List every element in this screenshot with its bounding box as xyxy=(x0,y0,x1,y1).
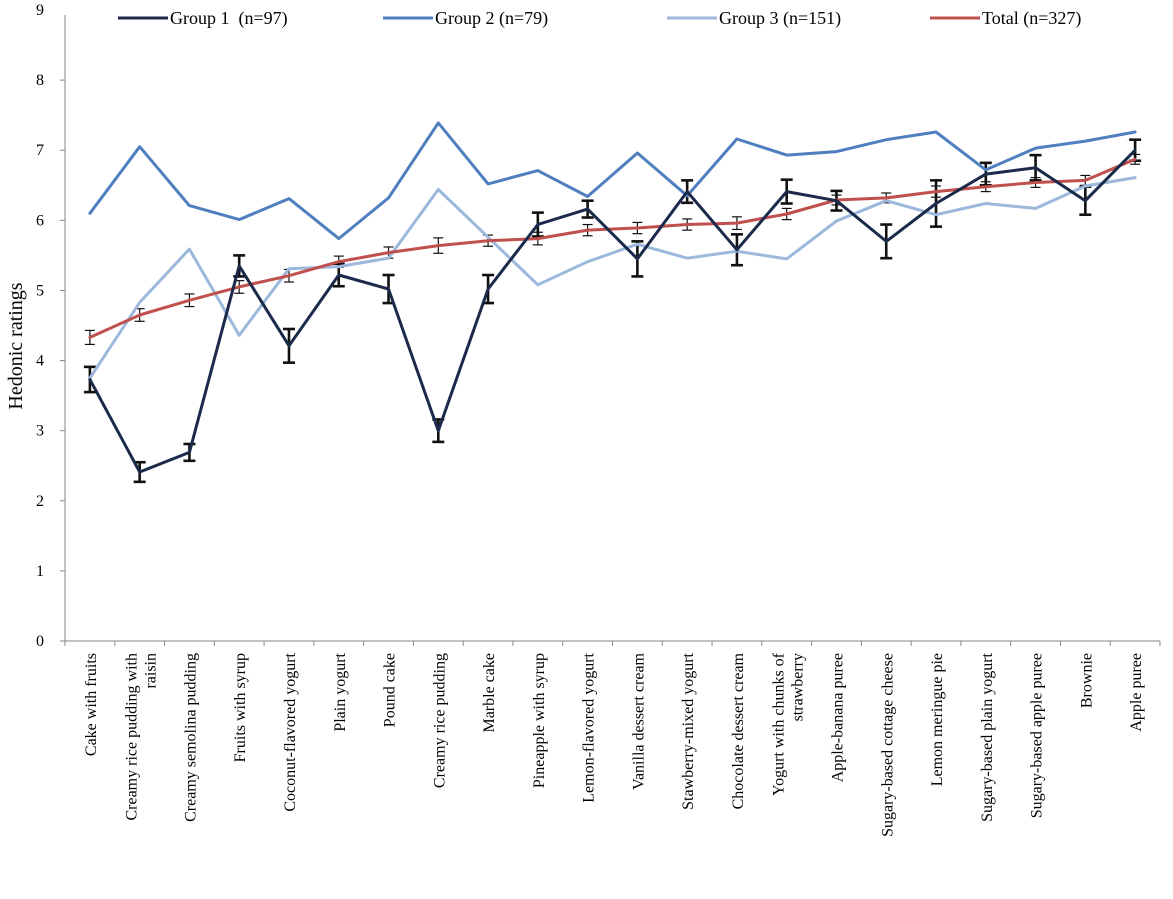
x-category-label-pound-cake: Pound cake xyxy=(382,653,399,727)
x-category-label-creamy-rice-pudding-with-raisin: Creamy rice pudding with xyxy=(124,653,141,821)
x-category-label-brownie: Brownie xyxy=(1078,653,1095,708)
legend-label-group-2-n-79: Group 2 (n=79) xyxy=(435,8,548,29)
x-category-label-fruits-with-syrup: Fruits with syrup xyxy=(232,653,249,762)
x-category-label-plain-yogurt: Plain yogurt xyxy=(332,652,349,731)
x-category-label-cake-with-fruits: Cake with fruits xyxy=(83,653,100,756)
legend-label-group-1-n-97: Group 1 (n=97) xyxy=(170,8,288,29)
y-tick-label: 7 xyxy=(36,142,44,159)
x-category-label-creamy-semolina-pudding: Creamy semolina pudding xyxy=(182,653,199,822)
x-axis-category-labels: Cake with fruits Creamy rice pudding with… xyxy=(83,652,1145,837)
y-axis-title: Hedonic ratings xyxy=(5,282,27,409)
series-line-group-3-n-151 xyxy=(88,176,1137,380)
series-line-group-2-n-79 xyxy=(88,121,1137,241)
y-tick-label: 1 xyxy=(36,563,44,580)
x-category-label-marble-cake: Marble cake xyxy=(481,653,498,733)
x-category-label-apple-puree: Apple puree xyxy=(1128,653,1145,732)
y-tick-label: 6 xyxy=(36,212,44,229)
y-tick-label: 9 xyxy=(36,2,44,19)
x-category-label-lemon-flavored-yogurt: Lemon-flavored yogurt xyxy=(581,652,598,802)
x-category-label-creamy-rice-pudding-with-raisin: raisin xyxy=(143,653,160,689)
y-tick-label: 0 xyxy=(36,633,44,650)
x-category-label-lemon-meringue-pie: Lemon meringue pie xyxy=(929,653,946,786)
x-category-label-vanilla-dessert-cream: Vanilla dessert cream xyxy=(630,652,647,789)
legend-label-group-3-n-151: Group 3 (n=151) xyxy=(719,8,841,29)
y-axis-ticks: 0 1 2 3 4 5 6 7 8 9 xyxy=(36,2,65,650)
x-category-label-chocolate-dessert-cream: Chocolate dessert cream xyxy=(730,652,747,809)
legend-label-total-n-327: Total (n=327) xyxy=(982,8,1081,29)
y-tick-label: 4 xyxy=(36,353,44,370)
y-tick-label: 3 xyxy=(36,423,44,440)
y-tick-label: 8 xyxy=(36,72,44,89)
series-line-group-1-n-97 xyxy=(88,148,1137,474)
x-category-label-creamy-rice-pudding: Creamy rice pudding xyxy=(431,653,448,788)
y-tick-label: 2 xyxy=(36,493,44,510)
x-category-label-sugary-based-plain-yogurt: Sugary-based plain yogurt xyxy=(979,652,996,821)
chart-legend: Group 1 (n=97) Group 2 (n=79) Group 3 (n=1… xyxy=(118,8,1081,29)
series-lines xyxy=(88,121,1137,474)
y-tick-label: 5 xyxy=(36,282,44,299)
x-category-label-apple-banana-puree: Apple-banana puree xyxy=(829,653,846,782)
x-category-label-yogurt-with-chunks-of-strawberry: strawberry xyxy=(790,653,807,721)
x-category-label-yogurt-with-chunks-of-strawberry: Yogurt with chunks of xyxy=(771,652,788,796)
x-category-label-pineapple-with-syrup: Pineapple with syrup xyxy=(531,653,548,788)
x-category-label-stawberry-mixed-yogurt: Stawberry-mixed yogurt xyxy=(680,652,697,809)
error-bars xyxy=(83,138,1142,484)
x-category-label-sugary-based-cottage-cheese: Sugary-based cottage cheese xyxy=(879,653,896,837)
chart-axes xyxy=(64,15,1161,646)
x-category-label-coconut-flavored-yogurt: Coconut-flavored yogurt xyxy=(282,652,299,811)
x-category-label-sugary-based-apple-puree: Sugary-based apple puree xyxy=(1029,653,1046,818)
series-line-total-n-327 xyxy=(88,157,1137,339)
